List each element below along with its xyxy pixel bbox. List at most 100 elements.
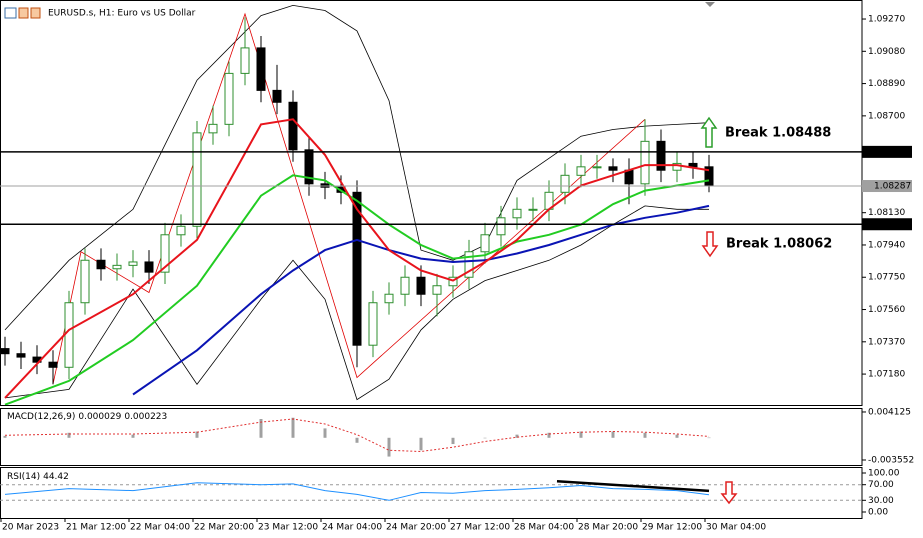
rsi-line xyxy=(4,482,710,501)
histogram-bar xyxy=(3,435,7,438)
moving-average xyxy=(4,118,710,399)
y-tick-label: 0.004125 xyxy=(868,407,911,417)
candle-body xyxy=(112,264,122,270)
candle-body xyxy=(416,276,426,295)
histogram-bar xyxy=(451,437,455,445)
main-plot xyxy=(0,4,714,405)
x-tick-label: 20 Mar 2023 xyxy=(2,523,59,533)
candle-body xyxy=(320,183,330,188)
price-box xyxy=(862,145,912,158)
candle-body xyxy=(160,234,170,273)
histogram-bar xyxy=(195,431,199,438)
annotation: Break 1.08488 xyxy=(725,126,831,141)
candle-body xyxy=(96,259,106,270)
histogram-bar xyxy=(483,437,487,439)
candle-body xyxy=(224,72,234,125)
candle-body xyxy=(0,348,10,355)
indicator-title: RSI(14) 44.42 xyxy=(7,472,69,482)
candle-body xyxy=(288,101,298,151)
moving-average xyxy=(4,174,710,405)
histogram-bar xyxy=(67,432,71,438)
histogram-bar xyxy=(131,434,135,438)
candle-body xyxy=(672,162,682,171)
candle-body xyxy=(64,302,74,368)
x-tick-label: 21 Mar 12:00 xyxy=(66,523,126,533)
y-tick-label: 1.08700 xyxy=(868,111,905,121)
x-tick-label: 27 Mar 12:00 xyxy=(450,523,510,533)
indicator-value: RSI(14) xyxy=(7,472,40,482)
price-label: 1.08062 xyxy=(874,220,911,230)
candle-body xyxy=(480,234,490,253)
y-tick-label: -0.003552 xyxy=(868,456,914,466)
price-label: 1.08287 xyxy=(874,182,911,192)
macd-panel xyxy=(0,408,863,466)
candle-body xyxy=(256,47,266,91)
candle-body xyxy=(352,191,362,346)
candle-body xyxy=(16,353,26,358)
x-tick-label: 23 Mar 12:00 xyxy=(258,523,318,533)
price-label: 1.08488 xyxy=(874,147,911,157)
candle-body xyxy=(240,47,250,74)
x-tick-label: 30 Mar 04:00 xyxy=(706,523,766,533)
candle-body xyxy=(496,217,506,236)
y-tick-label: 70.00 xyxy=(868,480,894,490)
moving-average xyxy=(132,204,710,396)
y-tick-label: 0.00 xyxy=(868,507,888,517)
price-box xyxy=(862,180,912,193)
rsi-plot xyxy=(0,479,862,501)
y-tick-label: 1.07180 xyxy=(868,370,905,380)
y-tick-label: 30.00 xyxy=(868,496,894,506)
histogram-bar xyxy=(515,434,519,438)
macd-plot xyxy=(3,417,711,457)
x-tick-label: 22 Mar 04:00 xyxy=(130,523,190,533)
histogram-bar xyxy=(323,428,327,438)
up-arrow xyxy=(700,116,718,148)
y-tick-label: 1.07370 xyxy=(868,337,905,347)
x-tick-label: 24 Mar 04:00 xyxy=(322,523,382,533)
indicator-value: 0.000223 xyxy=(124,412,167,422)
candle-body xyxy=(624,169,634,185)
candle-body xyxy=(48,361,58,368)
main-panel xyxy=(0,0,863,406)
histogram-bar xyxy=(707,437,711,439)
candle-body xyxy=(592,166,602,169)
candle-body xyxy=(368,302,378,346)
candle-body xyxy=(560,174,570,193)
chart-title: EURUSD.s, H1: Euro vs US Dollar xyxy=(48,9,196,19)
annotation: Break 1.08062 xyxy=(726,237,832,252)
histogram-bar xyxy=(579,431,583,438)
histogram-bar xyxy=(611,431,615,438)
histogram-bar xyxy=(291,417,295,438)
candle-body xyxy=(704,166,714,187)
signal-line xyxy=(4,418,710,453)
histogram-bar xyxy=(387,437,391,457)
candle-body xyxy=(384,293,394,304)
x-tick-label: 22 Mar 20:00 xyxy=(194,523,254,533)
candle-body xyxy=(304,149,314,185)
y-tick-label: 1.07940 xyxy=(868,240,905,250)
candle-body xyxy=(656,140,666,171)
indicator-value: 0.000029 xyxy=(78,412,121,422)
x-tick-label: 24 Mar 20:00 xyxy=(386,523,446,533)
rsi-panel xyxy=(0,467,863,519)
candle-body xyxy=(80,259,90,304)
candle-body xyxy=(640,140,650,185)
price-box xyxy=(862,218,912,231)
y-tick-label: 1.09080 xyxy=(868,47,905,57)
y-tick-label: 1.07560 xyxy=(868,305,905,315)
candle-body xyxy=(512,208,522,219)
candle-body xyxy=(128,261,138,266)
candle-body xyxy=(208,123,218,134)
y-tick-label: 1.07750 xyxy=(868,273,905,283)
candle-body xyxy=(608,166,618,171)
down-arrow xyxy=(701,231,719,258)
indicator-title: MACD(12,26,9) 0.000029 0.000223 xyxy=(7,412,167,422)
histogram-bar xyxy=(419,437,423,451)
bollinger-band xyxy=(4,4,710,331)
shift-marker xyxy=(705,2,715,7)
trendline xyxy=(556,479,710,493)
y-tick-label: 100.00 xyxy=(868,469,900,479)
histogram-bar xyxy=(675,434,679,438)
